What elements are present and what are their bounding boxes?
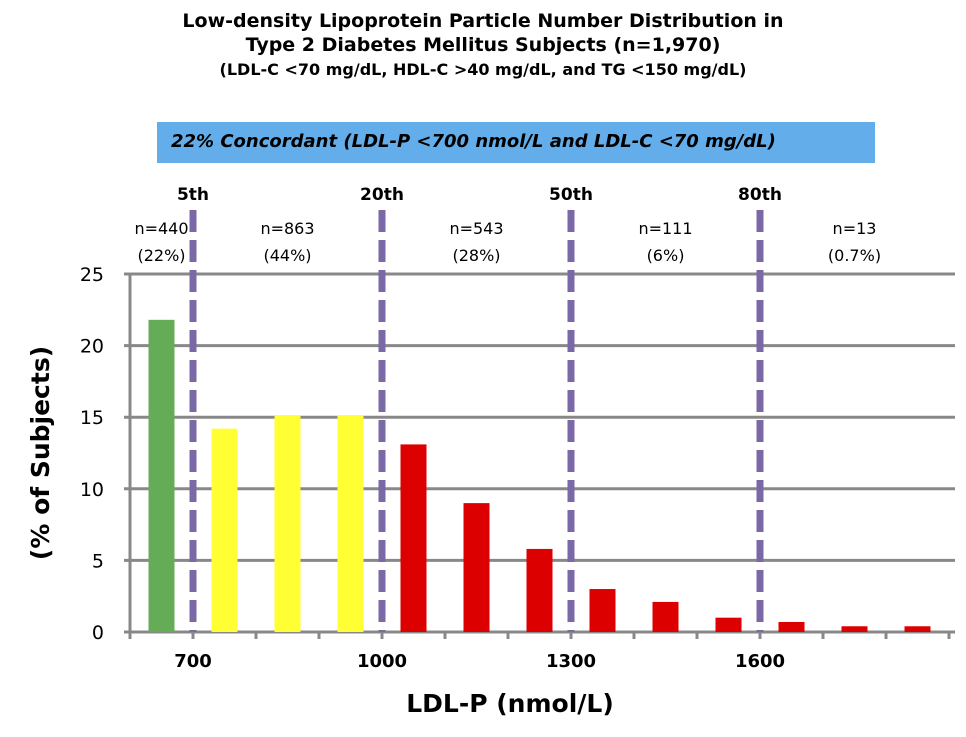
group-percent: (6%): [647, 246, 685, 265]
group-count: n=13: [833, 219, 877, 238]
x-axis-label: LDL-P (nmol/L): [406, 689, 614, 718]
group-percent: (22%): [137, 246, 185, 265]
chart-title: Low-density Lipoprotein Particle Number …: [182, 10, 784, 32]
x-tick-label: 1600: [735, 651, 785, 672]
banner-text: 22% Concordant (LDL-P <700 nmol/L and LD…: [171, 131, 776, 152]
percentile-label: 50th: [549, 185, 593, 205]
y-tick-label: 20: [80, 336, 104, 358]
chart-title-line2: Type 2 Diabetes Mellitus Subjects (n=1,9…: [245, 34, 721, 56]
bar-1150: [463, 503, 490, 632]
x-tick-label: 1300: [546, 651, 596, 672]
bar-1050: [400, 444, 427, 632]
y-tick-label: 10: [80, 479, 104, 501]
percentile-label: 5th: [177, 185, 209, 205]
group-count: n=440: [134, 219, 188, 238]
concordant-banner: 22% Concordant (LDL-P <700 nmol/L and LD…: [157, 122, 875, 163]
bar-750: [211, 428, 238, 632]
group-percent: (44%): [263, 246, 311, 265]
percentile-label: 20th: [360, 185, 404, 205]
group-percent: (28%): [452, 246, 500, 265]
percentile-label: 80th: [738, 185, 782, 205]
chart-subtitle: (LDL-C <70 mg/dL, HDL-C >40 mg/dL, and T…: [219, 60, 747, 79]
y-tick-label: 5: [92, 550, 104, 572]
group-percent: (0.7%): [828, 246, 881, 265]
bar-1350: [589, 589, 616, 632]
y-axis-label: (% of Subjects): [26, 346, 55, 560]
group-count: n=543: [449, 219, 503, 238]
bar-950: [337, 415, 364, 632]
bar-650: [148, 319, 175, 632]
group-count: n=111: [638, 219, 692, 238]
bar-1450: [652, 601, 679, 632]
group-count: n=863: [260, 219, 314, 238]
y-tick-label: 0: [92, 622, 104, 644]
y-tick-label: 25: [80, 264, 104, 286]
bar-1750: [841, 626, 868, 632]
x-tick-label: 700: [174, 651, 212, 672]
x-tick-label: 1000: [357, 651, 407, 672]
y-tick-label: 15: [80, 407, 104, 429]
bar-1850: [904, 626, 931, 632]
bar-1650: [778, 621, 805, 632]
bar-1250: [526, 548, 553, 632]
bar-1550: [715, 617, 742, 632]
bar-850: [274, 415, 301, 632]
